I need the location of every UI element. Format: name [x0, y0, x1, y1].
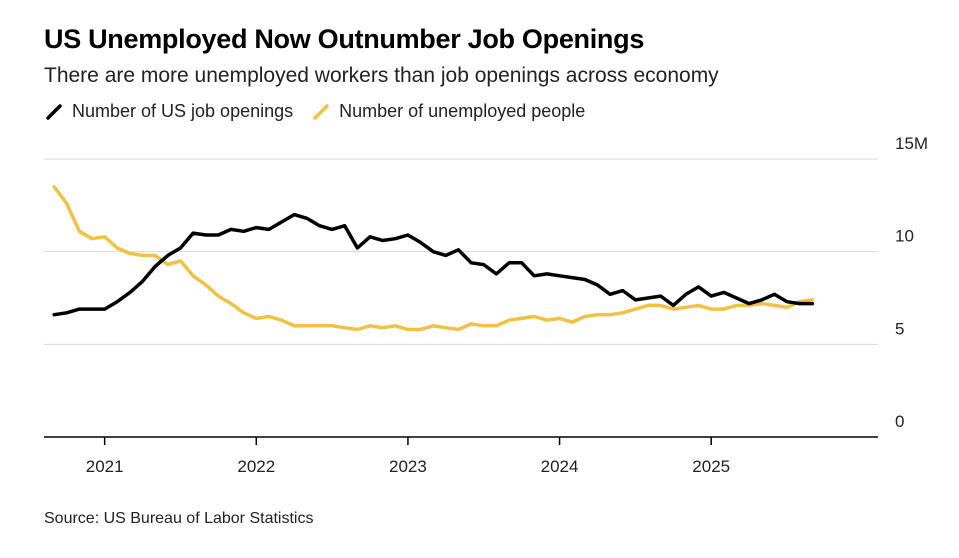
legend-label-unemployed: Number of unemployed people [339, 101, 586, 121]
y-tick-label-2: 10 [895, 227, 914, 246]
legend-label-job-openings: Number of US job openings [72, 101, 294, 121]
legend-swatch-job-openings [46, 103, 62, 120]
legend-item-unemployed: Number of unemployed people [311, 101, 585, 122]
x-tick-label-0: 2021 [86, 457, 124, 476]
y-tick-label-1: 5 [895, 319, 904, 338]
x-tick-label-3: 2024 [541, 457, 579, 476]
chart-subtitle: There are more unemployed workers than j… [44, 64, 719, 87]
legend-swatch-unemployed [313, 103, 329, 120]
chart-source: Source: US Bureau of Labor Statistics [44, 510, 314, 527]
series-line-job-openings [52, 212, 815, 317]
chart-title: US Unemployed Now Outnumber Job Openings [44, 24, 645, 54]
series-line-unemployed [52, 185, 815, 332]
x-tick-label-1: 2022 [237, 457, 275, 476]
legend-item-job-openings: Number of US job openings [44, 101, 293, 122]
x-tick-label-2: 2023 [389, 457, 427, 476]
x-tick-label-4: 2025 [692, 457, 730, 476]
y-tick-label-3: 15M [895, 134, 928, 153]
y-tick-label-0: 0 [895, 412, 904, 431]
chart-legend: Number of US job openings Number of unem… [44, 101, 603, 122]
